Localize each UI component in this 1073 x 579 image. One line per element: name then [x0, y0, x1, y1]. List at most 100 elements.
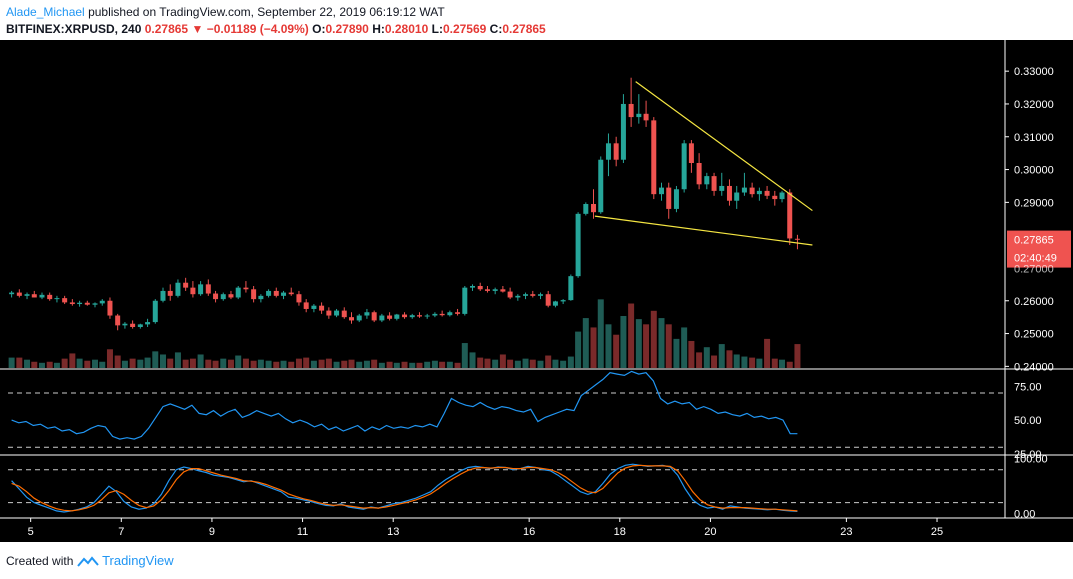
- volume-bar: [741, 356, 748, 368]
- volume-bar: [492, 359, 499, 368]
- trendline-layer: [594, 81, 813, 246]
- volume-layer: [8, 299, 801, 368]
- candle-body: [711, 176, 717, 191]
- volume-bar: [552, 359, 559, 368]
- volume-bar: [522, 358, 529, 368]
- candle-body: [681, 143, 687, 190]
- candle-body: [190, 287, 196, 295]
- volume-bar: [227, 359, 234, 368]
- volume-bar: [416, 362, 423, 368]
- volume-bar: [409, 362, 416, 368]
- price-tick-label: 0.32000: [1014, 99, 1054, 111]
- candle-body: [673, 189, 679, 209]
- trendline-upper: [635, 81, 813, 212]
- volume-bar: [461, 343, 468, 368]
- candle-body: [455, 312, 461, 314]
- volume-bar: [469, 352, 476, 368]
- candle-body: [258, 295, 264, 300]
- symbol-name[interactable]: BITFINEX:XRPUSD, 240: [6, 22, 142, 36]
- candle-body: [205, 284, 211, 294]
- candle-body: [213, 293, 219, 300]
- candle-body: [266, 290, 272, 296]
- candle-body: [500, 289, 506, 292]
- volume-bar: [106, 349, 113, 368]
- time-tick-label: 16: [523, 526, 535, 538]
- volume-bar: [711, 355, 718, 368]
- volume-bar: [280, 360, 287, 368]
- volume-bar: [665, 324, 672, 368]
- volume-bar: [371, 359, 378, 368]
- tradingview-brand[interactable]: TradingView: [102, 553, 174, 568]
- candle-body: [296, 294, 302, 303]
- volume-bar: [341, 360, 348, 368]
- time-tick-label: 9: [209, 526, 215, 538]
- volume-bar: [431, 360, 438, 368]
- candle-body: [545, 294, 551, 306]
- partial-price-label: 0.27000: [1014, 264, 1054, 276]
- candle-body: [530, 294, 536, 296]
- candle-body: [47, 294, 53, 300]
- tradingview-logo-icon: [76, 556, 99, 567]
- candle-body: [243, 287, 249, 290]
- price-chart-svg[interactable]: 0.33000 0.32000 0.31000 0.30000 0.29000 0.260…: [0, 40, 1073, 542]
- axes-layer: [0, 40, 1073, 522]
- price-tick-label: 0.26000: [1014, 296, 1054, 308]
- volume-bar: [356, 361, 363, 368]
- volume-bar: [92, 359, 99, 368]
- volume-bar: [386, 361, 393, 368]
- volume-bar: [597, 299, 604, 368]
- candle-body: [666, 187, 672, 209]
- labels-layer: 0.33000 0.32000 0.31000 0.30000 0.29000 0.260…: [28, 66, 1071, 538]
- candle-body: [39, 294, 45, 298]
- volume-bar: [718, 344, 725, 368]
- volume-bar: [590, 327, 597, 368]
- candle-body: [77, 302, 83, 305]
- low-value: 0.27569: [442, 22, 487, 36]
- volume-bar: [703, 347, 710, 368]
- candle-body: [107, 300, 113, 316]
- candle-body: [84, 302, 90, 305]
- volume-bar: [288, 361, 295, 368]
- open-value: 0.27890: [325, 22, 369, 36]
- chart-area[interactable]: 0.33000 0.32000 0.31000 0.30000 0.29000 0.260…: [0, 40, 1073, 542]
- volume-bar: [318, 359, 325, 368]
- candle-body: [613, 143, 619, 160]
- candle-body: [16, 292, 22, 296]
- candle-body: [583, 204, 589, 214]
- high-value: 0.28010: [384, 22, 429, 36]
- volume-bar: [499, 354, 506, 368]
- down-arrow-icon: ▼: [191, 22, 204, 36]
- close-value: 0.27865: [502, 22, 546, 36]
- volume-bar: [348, 359, 355, 368]
- volume-bar: [635, 319, 642, 368]
- stoch-d-line: [11, 464, 798, 512]
- stoch-k-line: [11, 463, 798, 513]
- rsi-line: [11, 370, 798, 440]
- candle-body: [462, 287, 468, 314]
- time-tick-label: 13: [387, 526, 399, 538]
- candle-body: [409, 315, 415, 318]
- volume-bar: [24, 359, 31, 368]
- stochastic-layer: [8, 463, 1005, 513]
- candle-body: [349, 317, 355, 321]
- volume-bar: [84, 360, 91, 368]
- volume-bar: [182, 359, 189, 368]
- high-label: H:: [372, 22, 385, 36]
- volume-bar: [575, 331, 582, 368]
- volume-bar: [756, 358, 763, 368]
- candle-body: [628, 103, 634, 118]
- candle-body: [122, 323, 128, 326]
- author-link[interactable]: Alade_Michael: [6, 5, 85, 19]
- candle-body: [605, 143, 611, 160]
- candle-body: [704, 176, 710, 185]
- rsi-layer: [8, 370, 1005, 448]
- volume-bar: [393, 362, 400, 368]
- created-with-text: Created with: [6, 554, 74, 568]
- candle-body: [251, 289, 257, 300]
- volume-bar: [424, 361, 431, 368]
- candle-body: [424, 315, 430, 317]
- volume-bar: [159, 354, 166, 368]
- volume-bar: [794, 344, 801, 368]
- volume-bar: [16, 357, 23, 368]
- volume-bar: [242, 358, 249, 368]
